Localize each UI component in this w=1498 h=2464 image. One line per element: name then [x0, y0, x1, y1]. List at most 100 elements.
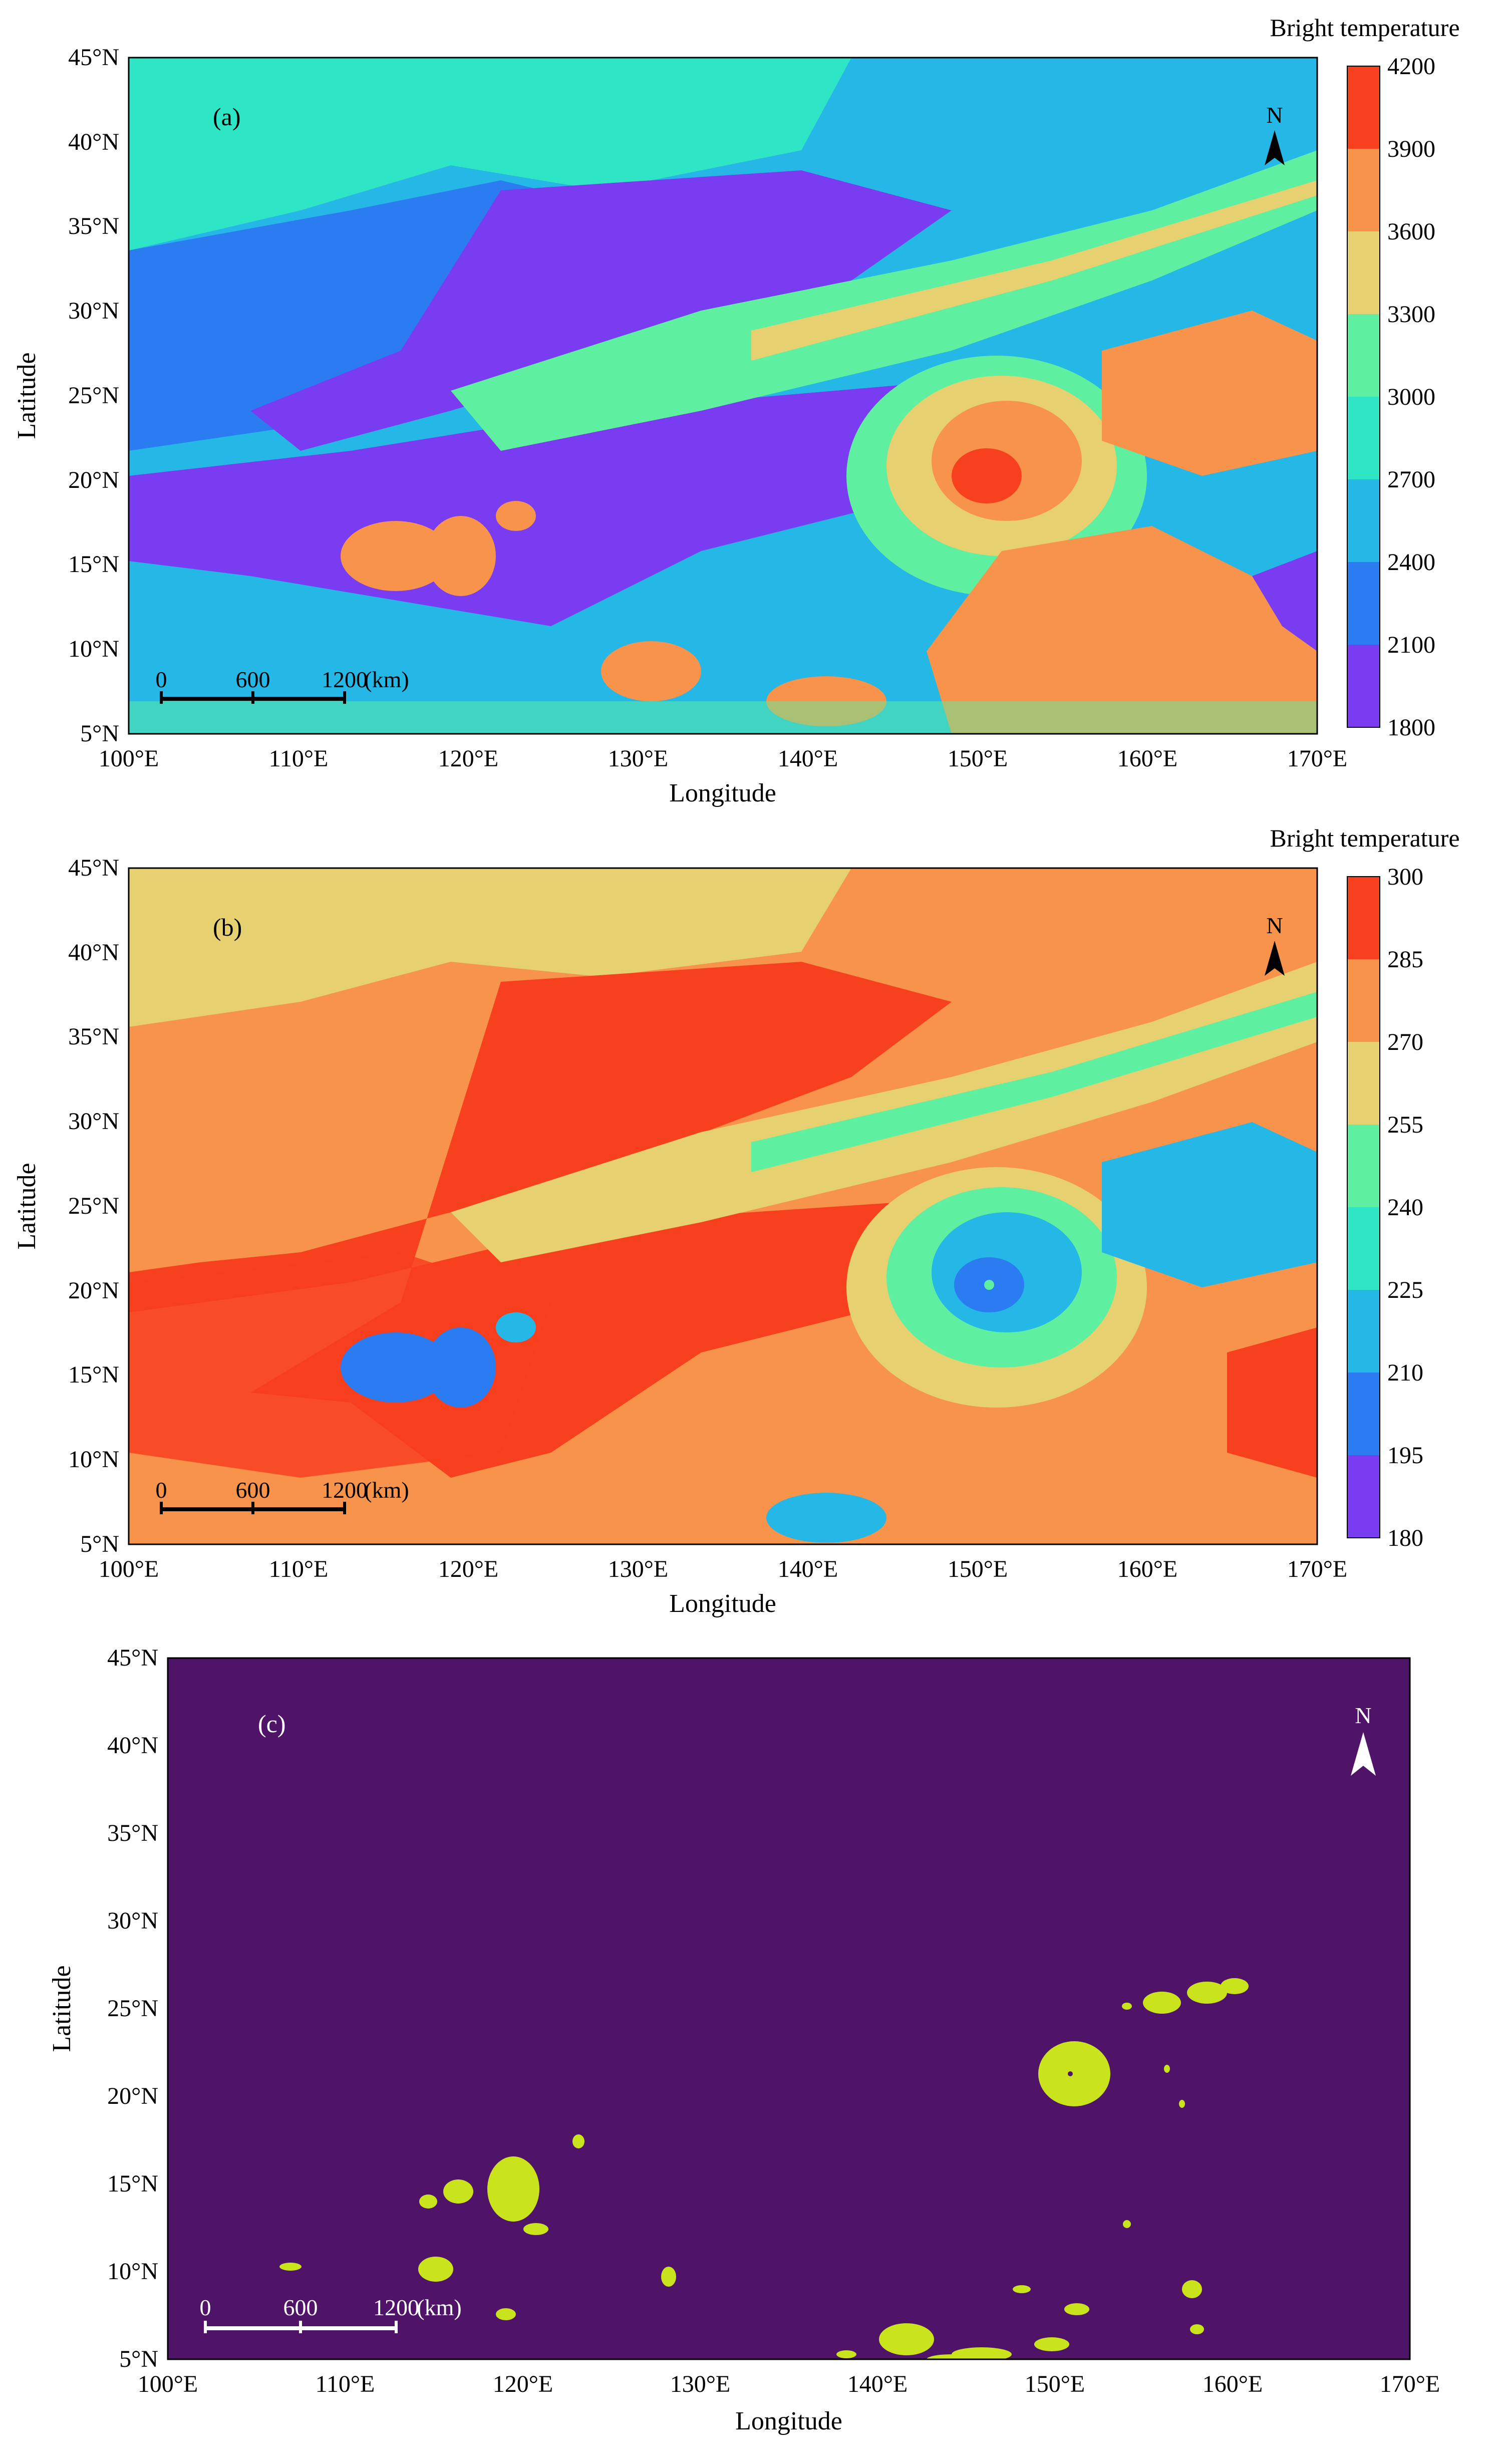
- panel-b: 0 600 1200 (km) N (b) 45°N 40°N 35°N 30°…: [13, 824, 1460, 1618]
- panel-c: 0 600 1200 (km) N (c) 45°N 40°N 35°N 30°…: [48, 1645, 1440, 2435]
- lat-tick: 5°N: [119, 2346, 158, 2372]
- lat-tick: 15°N: [107, 2170, 158, 2197]
- lon-tick: 130°E: [670, 2371, 731, 2397]
- lon-tick: 170°E: [1287, 1556, 1348, 1582]
- y-axis-label-a: Latitude: [13, 352, 41, 439]
- lon-tick: 120°E: [438, 1556, 499, 1582]
- lon-tick: 160°E: [1117, 745, 1178, 772]
- colorbar-tick: 210: [1387, 1359, 1423, 1386]
- colorbar-tick: 2700: [1387, 466, 1435, 493]
- lon-tick: 140°E: [778, 1556, 838, 1582]
- lon-tick: 110°E: [269, 1556, 329, 1582]
- panel-label-a: (a): [213, 103, 241, 131]
- lon-tick: 100°E: [138, 2371, 198, 2397]
- lat-tick: 45°N: [107, 1645, 158, 1671]
- panel-label-b: (b): [213, 913, 242, 941]
- lon-tick: 120°E: [493, 2371, 553, 2397]
- lat-tick: 40°N: [107, 1732, 158, 1759]
- lon-tick: 130°E: [608, 1556, 669, 1582]
- y-axis-label-c: Latitude: [48, 1965, 76, 2052]
- lon-tick: 110°E: [269, 745, 329, 772]
- colorbar-title-b: Bright temperature: [1270, 824, 1459, 852]
- lon-tick: 160°E: [1203, 2371, 1263, 2397]
- lon-tick: 150°E: [948, 745, 1008, 772]
- north-label: N: [1266, 913, 1283, 938]
- map-a-field: 0 600 1200 (km) N (a): [129, 58, 1317, 734]
- north-label: N: [1266, 102, 1283, 128]
- colorbar-tick: 195: [1387, 1442, 1423, 1469]
- lat-tick: 35°N: [107, 1820, 158, 1846]
- x-axis-label-b: Longitude: [669, 1589, 776, 1618]
- lon-tick: 100°E: [99, 745, 159, 772]
- scale-label-1200: 1200: [322, 667, 368, 692]
- lat-tick: 10°N: [68, 1446, 119, 1473]
- lat-tick: 45°N: [68, 44, 119, 71]
- colorbar-tick: 180: [1387, 1525, 1423, 1551]
- panel-a: 0 600 1200 (km) N (a) 45°N 40°N 35°N 30°…: [13, 14, 1460, 807]
- scale-bar-a: 0 600 1200 (km): [156, 667, 409, 704]
- lon-tick: 120°E: [438, 745, 499, 772]
- colorbar-tick: 1800: [1387, 714, 1435, 741]
- lat-ticks-b: 45°N 40°N 35°N 30°N 25°N 20°N 15°N 10°N …: [68, 855, 119, 1557]
- lon-tick: 140°E: [847, 2371, 908, 2397]
- lon-ticks-c: 100°E 110°E 120°E 130°E 140°E 150°E 160°…: [138, 2371, 1440, 2397]
- scale-bar-c: 0 600 1200 (km): [200, 2295, 462, 2333]
- lat-tick: 40°N: [68, 129, 119, 155]
- colorbar-tick: 2400: [1387, 549, 1435, 576]
- scale-label-600: 600: [283, 2295, 318, 2320]
- scale-label-600: 600: [236, 1477, 270, 1503]
- lat-tick: 30°N: [107, 1907, 158, 1934]
- lat-tick: 25°N: [107, 1995, 158, 2022]
- lon-tick: 160°E: [1117, 1556, 1178, 1582]
- lat-ticks-c: 45°N 40°N 35°N 30°N 25°N 20°N 15°N 10°N …: [107, 1645, 158, 2372]
- scale-label-1200: 1200: [373, 2295, 419, 2320]
- colorbar-tick: 225: [1387, 1277, 1423, 1303]
- scale-unit: (km): [417, 2295, 461, 2320]
- lat-tick: 45°N: [68, 855, 119, 881]
- colorbar-b: Bright temperature 300 285 270 255 240 2…: [1270, 824, 1459, 1551]
- scale-bar-b: 0 600 1200 (km): [156, 1477, 409, 1514]
- colorbar-tick: 285: [1387, 946, 1423, 973]
- lat-tick: 10°N: [107, 2258, 158, 2285]
- colorbar-tick: 270: [1387, 1029, 1423, 1055]
- lat-tick: 20°N: [107, 2083, 158, 2109]
- lat-tick: 15°N: [68, 551, 119, 578]
- colorbar-tick: 3000: [1387, 384, 1435, 410]
- y-axis-label-b: Latitude: [13, 1163, 41, 1249]
- lat-tick: 5°N: [80, 720, 119, 747]
- colorbar-title-a: Bright temperature: [1270, 14, 1459, 42]
- north-arrow-icon: N: [1351, 1703, 1376, 1776]
- scale-label-0: 0: [200, 2295, 211, 2320]
- colorbar-tick: 4200: [1387, 53, 1435, 80]
- lat-tick: 20°N: [68, 1277, 119, 1304]
- colorbar-tick: 255: [1387, 1112, 1423, 1138]
- scale-unit: (km): [364, 667, 409, 692]
- lon-tick: 100°E: [99, 1556, 159, 1582]
- lat-tick: 15°N: [68, 1361, 119, 1388]
- lon-tick: 140°E: [778, 745, 838, 772]
- scale-label-600: 600: [236, 667, 270, 692]
- lon-tick: 130°E: [608, 745, 669, 772]
- north-arrow-icon: N: [1265, 913, 1285, 976]
- colorbar-tick: 3300: [1387, 301, 1435, 328]
- lat-tick: 30°N: [68, 1108, 119, 1135]
- colorbar-tick: 3600: [1387, 218, 1435, 245]
- lon-tick: 150°E: [1025, 2371, 1085, 2397]
- lat-tick: 25°N: [68, 382, 119, 409]
- lat-tick: 5°N: [80, 1531, 119, 1557]
- panel-label-c: (c): [258, 1710, 286, 1738]
- lat-tick: 40°N: [68, 939, 119, 966]
- x-axis-label-c: Longitude: [735, 2407, 842, 2435]
- scale-label-0: 0: [156, 1477, 167, 1503]
- lat-ticks-a: 45°N 40°N 35°N 30°N 25°N 20°N 15°N 10°N …: [68, 44, 119, 747]
- convective-mask-regions: [279, 1978, 1249, 2359]
- lat-tick: 30°N: [68, 298, 119, 324]
- lon-tick: 170°E: [1380, 2371, 1440, 2397]
- scale-label-1200: 1200: [322, 1477, 368, 1503]
- map-c-mask: 0 600 1200 (km) N (c): [168, 1658, 1410, 2359]
- lon-tick: 170°E: [1287, 745, 1348, 772]
- lon-tick: 110°E: [316, 2371, 375, 2397]
- north-arrow-icon: N: [1265, 102, 1285, 165]
- lat-tick: 25°N: [68, 1193, 119, 1219]
